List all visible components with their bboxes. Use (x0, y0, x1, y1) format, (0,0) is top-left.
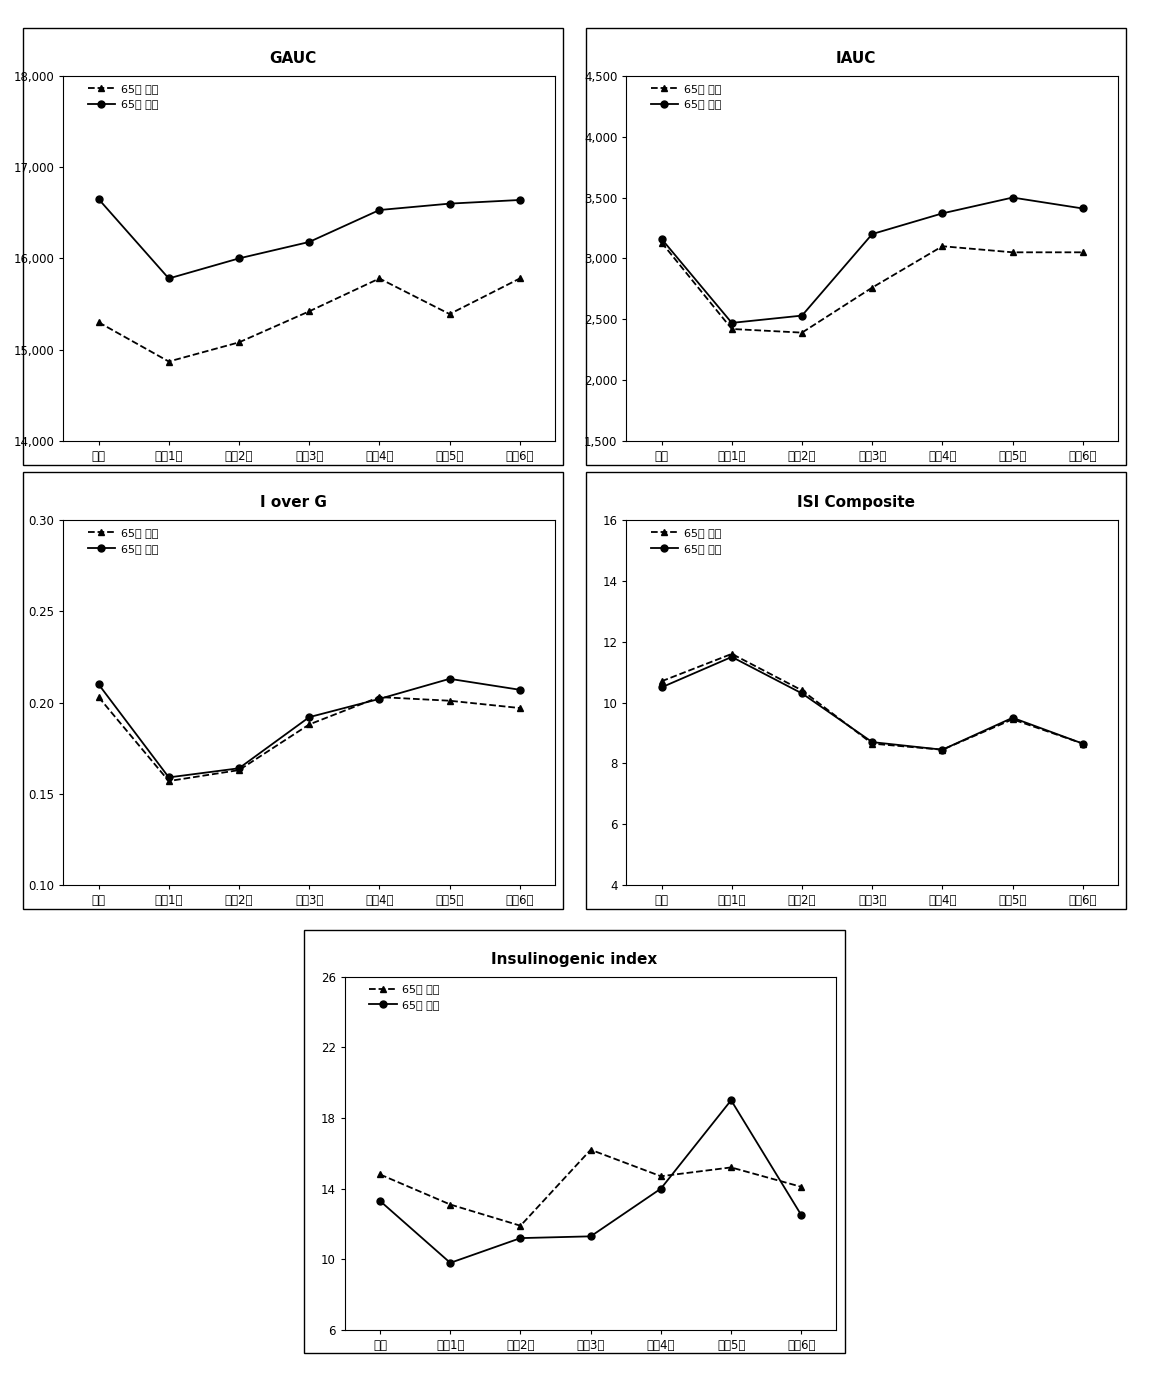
65세 이상 (795, 307, 809, 323)
Line: 65세 이상: 65세 이상 (658, 194, 1086, 326)
65세 이상 (302, 709, 316, 726)
65세 미만 (795, 682, 809, 698)
65세 이상 (302, 233, 316, 250)
65세 미만 (725, 645, 739, 662)
65세 미만 (442, 305, 456, 322)
65세 미만 (444, 1196, 457, 1213)
65세 미만 (512, 700, 526, 716)
65세 미만 (655, 235, 669, 251)
65세 이상 (162, 769, 176, 786)
Legend: 65세 미만, 65세 이상: 65세 미만, 65세 이상 (646, 523, 726, 558)
65세 이상 (92, 190, 106, 207)
65세 미만 (514, 1217, 527, 1234)
Line: 65세 이상: 65세 이상 (658, 654, 1086, 754)
65세 미만 (795, 325, 809, 341)
Line: 65세 이상: 65세 이상 (377, 1097, 804, 1266)
Line: 65세 미만: 65세 미만 (377, 1146, 804, 1230)
65세 미만 (1005, 711, 1019, 727)
Text: ISI Composite: ISI Composite (797, 496, 915, 509)
65세 이상 (794, 1206, 808, 1223)
65세 미만 (654, 1167, 668, 1184)
Text: GAUC: GAUC (269, 51, 317, 65)
65세 이상 (655, 230, 669, 247)
65세 이상 (935, 205, 949, 222)
65세 미만 (162, 353, 176, 369)
Line: 65세 미만: 65세 미만 (658, 651, 1086, 754)
65세 미만 (724, 1159, 738, 1176)
65세 이상 (442, 670, 456, 687)
Text: Insulinogenic index: Insulinogenic index (492, 952, 657, 967)
65세 미만 (92, 688, 106, 705)
65세 미만 (725, 321, 739, 337)
65세 미만 (935, 741, 949, 758)
65세 이상 (1075, 736, 1089, 752)
65세 이상 (865, 226, 879, 243)
65세 미만 (302, 303, 316, 319)
65세 미만 (935, 237, 949, 254)
65세 미만 (584, 1141, 597, 1158)
65세 이상 (373, 1192, 387, 1209)
65세 미만 (512, 271, 526, 287)
65세 이상 (935, 741, 949, 758)
65세 미만 (1075, 244, 1089, 261)
65세 이상 (92, 676, 106, 693)
65세 미만 (232, 762, 246, 779)
65세 이상 (514, 1230, 527, 1246)
65세 미만 (92, 314, 106, 330)
Legend: 65세 미만, 65세 이상: 65세 미만, 65세 이상 (83, 523, 163, 558)
65세 이상 (865, 734, 879, 751)
65세 이상 (725, 648, 739, 665)
65세 이상 (655, 679, 669, 695)
Legend: 65세 미만, 65세 이상: 65세 미만, 65세 이상 (364, 980, 445, 1015)
65세 이상 (1005, 189, 1019, 205)
65세 이상 (372, 691, 386, 708)
Line: 65세 이상: 65세 이상 (95, 676, 523, 781)
65세 미만 (372, 271, 386, 287)
65세 미만 (372, 688, 386, 705)
65세 미만 (865, 736, 879, 752)
65세 미만 (302, 716, 316, 733)
65세 이상 (162, 271, 176, 287)
Line: 65세 이상: 65세 이상 (95, 196, 523, 282)
65세 이상 (1075, 200, 1089, 217)
65세 미만 (373, 1166, 387, 1183)
Legend: 65세 미만, 65세 이상: 65세 미만, 65세 이상 (646, 79, 726, 114)
Legend: 65세 미만, 65세 이상: 65세 미만, 65세 이상 (83, 79, 163, 114)
65세 미만 (162, 773, 176, 790)
65세 이상 (442, 196, 456, 212)
65세 이상 (725, 315, 739, 332)
65세 이상 (795, 686, 809, 702)
65세 이상 (372, 201, 386, 218)
65세 미만 (1075, 736, 1089, 752)
65세 미만 (442, 693, 456, 709)
65세 미만 (655, 673, 669, 690)
65세 미만 (865, 279, 879, 296)
65세 미만 (794, 1178, 808, 1195)
65세 미만 (232, 335, 246, 351)
65세 이상 (232, 250, 246, 266)
65세 이상 (654, 1180, 668, 1196)
65세 미만 (1005, 244, 1019, 261)
65세 이상 (1005, 709, 1019, 726)
65세 이상 (444, 1255, 457, 1271)
Line: 65세 미만: 65세 미만 (95, 275, 523, 365)
Line: 65세 미만: 65세 미만 (95, 694, 523, 784)
Text: I over G: I over G (260, 496, 326, 509)
Line: 65세 미만: 65세 미만 (658, 239, 1086, 336)
65세 이상 (232, 761, 246, 777)
65세 이상 (724, 1092, 738, 1109)
65세 이상 (512, 682, 526, 698)
65세 이상 (584, 1228, 597, 1245)
65세 이상 (512, 192, 526, 208)
Text: IAUC: IAUC (835, 51, 877, 65)
